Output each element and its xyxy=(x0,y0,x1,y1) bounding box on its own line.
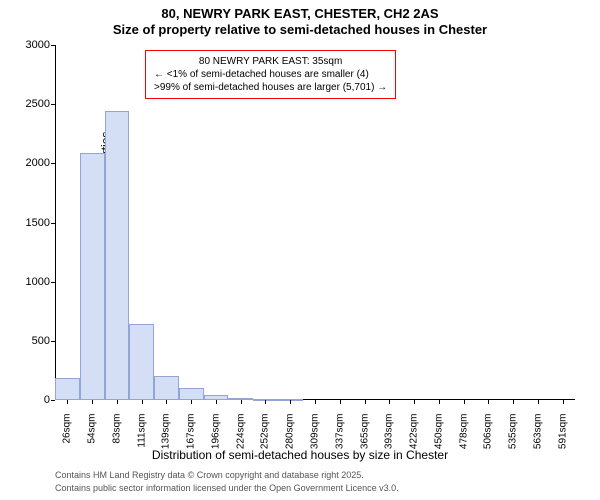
xtick-mark xyxy=(142,400,143,404)
xtick-mark xyxy=(92,400,93,404)
x-axis-label: Distribution of semi-detached houses by … xyxy=(0,448,600,462)
xtick-mark xyxy=(513,400,514,404)
xtick-mark xyxy=(414,400,415,404)
ytick-label: 3000 xyxy=(5,39,50,51)
histogram-bar xyxy=(55,378,80,400)
xtick-mark xyxy=(464,400,465,404)
ytick-mark xyxy=(51,341,55,342)
xtick-mark xyxy=(166,400,167,404)
ytick-label: 0 xyxy=(5,394,50,406)
xtick-mark xyxy=(488,400,489,404)
ytick-mark xyxy=(51,223,55,224)
xtick-mark xyxy=(191,400,192,404)
xtick-mark xyxy=(315,400,316,404)
histogram-bar xyxy=(80,153,105,400)
xtick-mark xyxy=(563,400,564,404)
histogram-bar xyxy=(129,324,154,400)
xtick-mark xyxy=(265,400,266,404)
chart-title-line2: Size of property relative to semi-detach… xyxy=(0,22,600,37)
annotation-line2: ← <1% of semi-detached houses are smalle… xyxy=(154,68,387,81)
xtick-mark xyxy=(117,400,118,404)
annotation-box: 80 NEWRY PARK EAST: 35sqm ← <1% of semi-… xyxy=(145,50,396,99)
histogram-bar xyxy=(105,111,130,400)
xtick-mark xyxy=(365,400,366,404)
ytick-label: 500 xyxy=(5,335,50,347)
footer-line1: Contains HM Land Registry data © Crown c… xyxy=(55,470,364,480)
ytick-label: 2000 xyxy=(5,157,50,169)
xtick-mark xyxy=(340,400,341,404)
annotation-line3: >99% of semi-detached houses are larger … xyxy=(154,81,387,94)
chart-title-line1: 80, NEWRY PARK EAST, CHESTER, CH2 2AS xyxy=(0,6,600,21)
xtick-mark xyxy=(290,400,291,404)
xtick-mark xyxy=(538,400,539,404)
ytick-label: 1000 xyxy=(5,276,50,288)
footer-line2: Contains public sector information licen… xyxy=(55,483,399,493)
ytick-label: 2500 xyxy=(5,98,50,110)
histogram-bar xyxy=(179,388,204,400)
xtick-mark xyxy=(216,400,217,404)
xtick-mark xyxy=(389,400,390,404)
ytick-mark xyxy=(51,45,55,46)
xtick-mark xyxy=(439,400,440,404)
chart-container: 80, NEWRY PARK EAST, CHESTER, CH2 2AS Si… xyxy=(0,0,600,500)
xtick-mark xyxy=(241,400,242,404)
ytick-mark xyxy=(51,104,55,105)
ytick-mark xyxy=(51,400,55,401)
histogram-bar xyxy=(154,376,179,400)
annotation-line1: 80 NEWRY PARK EAST: 35sqm xyxy=(154,55,387,68)
ytick-mark xyxy=(51,163,55,164)
ytick-mark xyxy=(51,282,55,283)
ytick-label: 1500 xyxy=(5,217,50,229)
xtick-mark xyxy=(67,400,68,404)
